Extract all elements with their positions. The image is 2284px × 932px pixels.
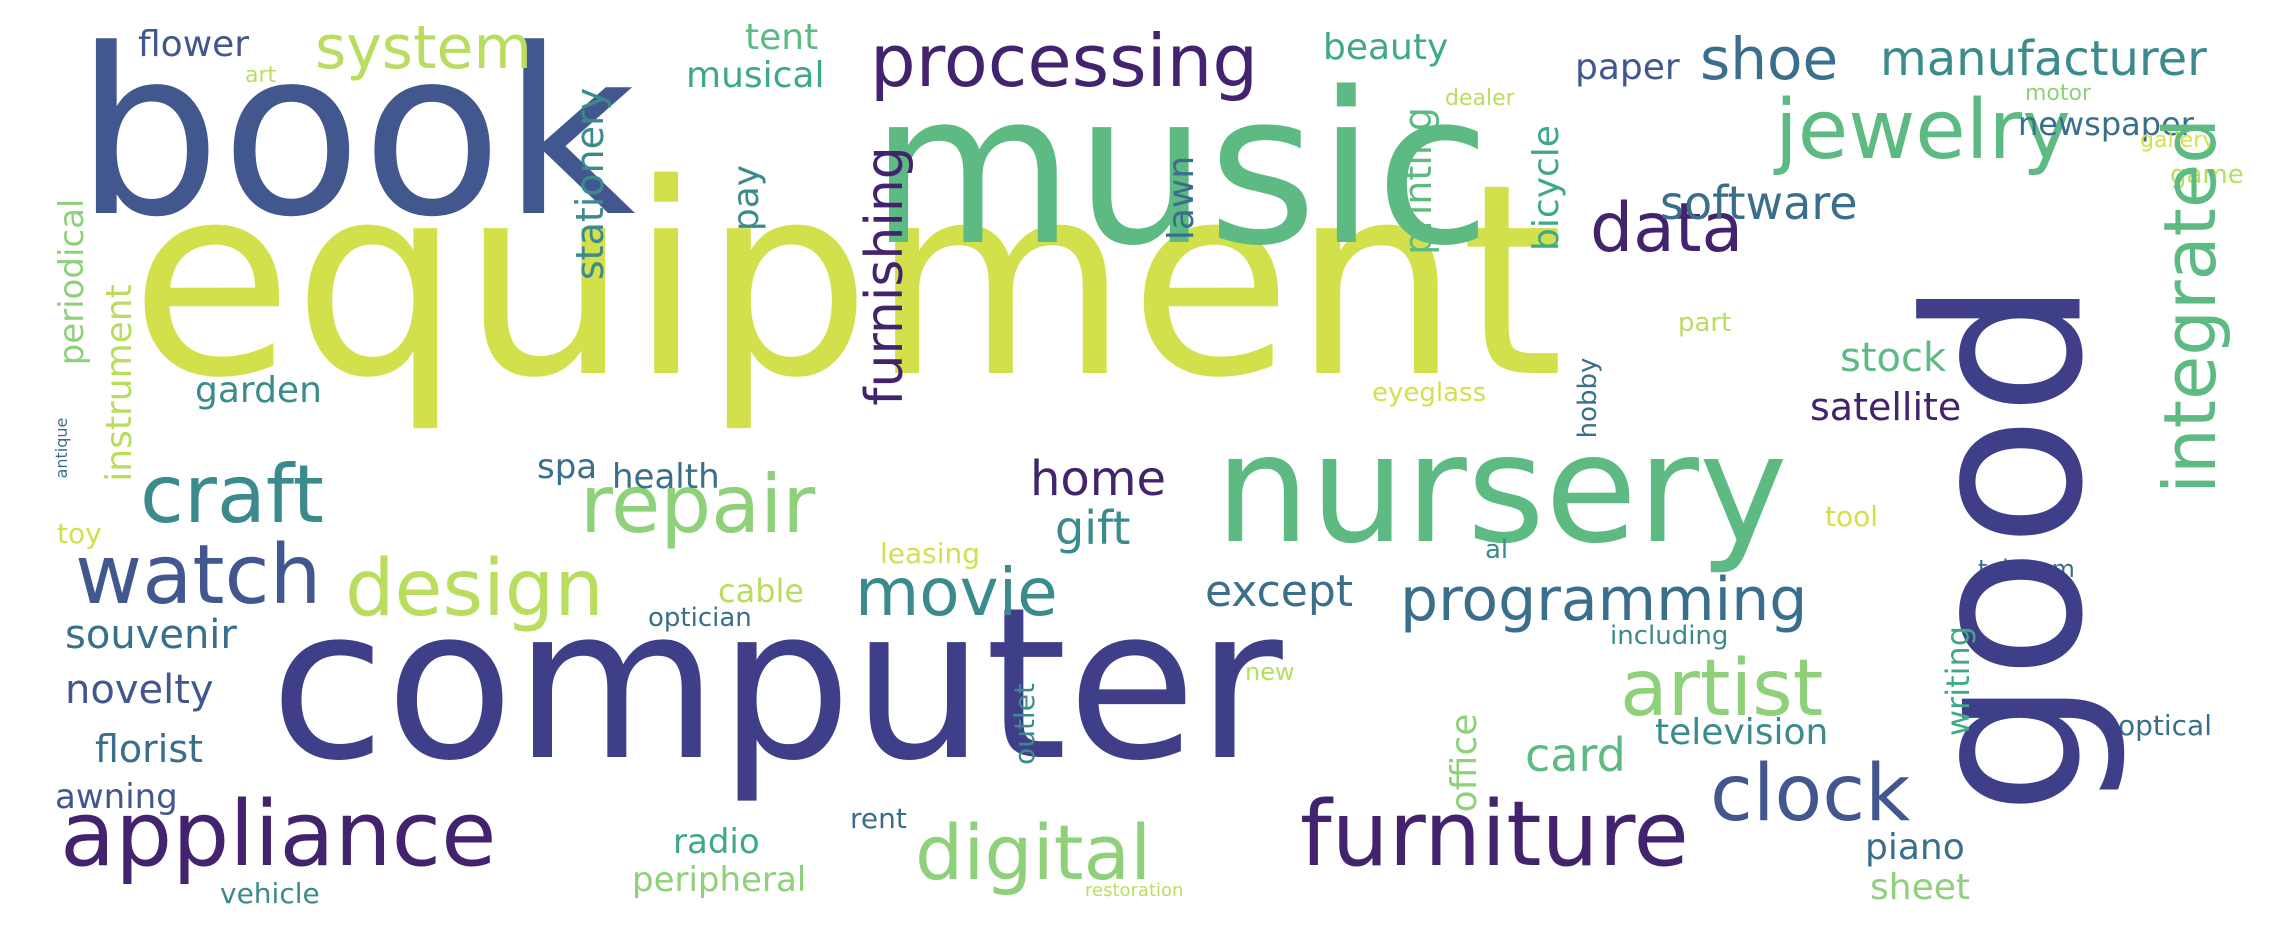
word-beauty: beauty [1323, 30, 1448, 66]
word-spa: spa [537, 450, 597, 484]
word-piano: piano [1865, 830, 1965, 866]
word-vehicle: vehicle [220, 880, 320, 908]
word-bicycle: bicycle [1529, 125, 1565, 251]
word-pay: pay [729, 165, 765, 231]
word-motor: motor [2025, 83, 2091, 105]
word-instrument: instrument [102, 284, 138, 481]
word-radio: radio [673, 825, 760, 859]
word-new: new [1245, 660, 1295, 684]
word-garden: garden [195, 373, 322, 409]
word-including: including [1610, 623, 1728, 649]
word-lawn: lawn [1164, 156, 1200, 240]
word-furniture: furniture [1300, 790, 1689, 880]
word-antique: antique [54, 418, 70, 479]
word-software: software [1660, 180, 1858, 226]
word-periodical: periodical [55, 199, 89, 366]
word-toy: toy [57, 520, 102, 548]
word-stationery: stationery [571, 88, 609, 280]
word-card: card [1525, 732, 1626, 778]
word-office: office [1447, 714, 1483, 813]
word-rent: rent [850, 805, 907, 833]
word-sheet: sheet [1870, 870, 1970, 906]
word-eyeglass: eyeglass [1372, 380, 1486, 406]
word-manufacturer: manufacturer [1880, 35, 2207, 83]
word-television: television [1655, 715, 1828, 751]
word-art: art [245, 65, 276, 87]
word-novelty: novelty [65, 670, 214, 710]
word-musical: musical [686, 58, 825, 94]
word-furnishing: furnishing [859, 146, 911, 406]
word-craft: craft [140, 455, 324, 535]
word-processing: processing [870, 25, 1258, 97]
word-al: al [1485, 537, 1508, 563]
word-restoration: restoration [1085, 882, 1183, 900]
word-health: health [612, 460, 720, 494]
word-hobby: hobby [1575, 358, 1601, 439]
word-programming: programming [1400, 570, 1807, 630]
word-system: system [315, 18, 532, 78]
word-flower: flower [138, 27, 249, 63]
word-tool: tool [1825, 503, 1878, 531]
word-watch: watch [75, 535, 322, 617]
word-gift: gift [1055, 505, 1130, 551]
word-dealer: dealer [1445, 88, 1515, 110]
word-tent: tent [745, 20, 818, 56]
word-integrated: integrated [2154, 118, 2226, 494]
word-awning: awning [55, 780, 178, 814]
word-peripheral: peripheral [632, 863, 806, 897]
word-paper: paper [1575, 50, 1680, 86]
word-florist: florist [95, 730, 203, 768]
word-home: home [1030, 455, 1166, 503]
word-design: design [345, 550, 604, 628]
word-shoe: shoe [1700, 30, 1838, 88]
word-writing: writing [1942, 626, 1974, 736]
word-optician: optician [648, 605, 752, 631]
word-good: good [1898, 279, 2113, 815]
word-printing: printing [1399, 107, 1437, 255]
word-part: part [1678, 310, 1731, 336]
word-outlet: outlet [1011, 683, 1039, 765]
word-except: except [1205, 570, 1353, 614]
word-leasing: leasing [880, 540, 980, 568]
word-souvenir: souvenir [65, 615, 237, 655]
word-optical: optical [2118, 712, 2212, 740]
